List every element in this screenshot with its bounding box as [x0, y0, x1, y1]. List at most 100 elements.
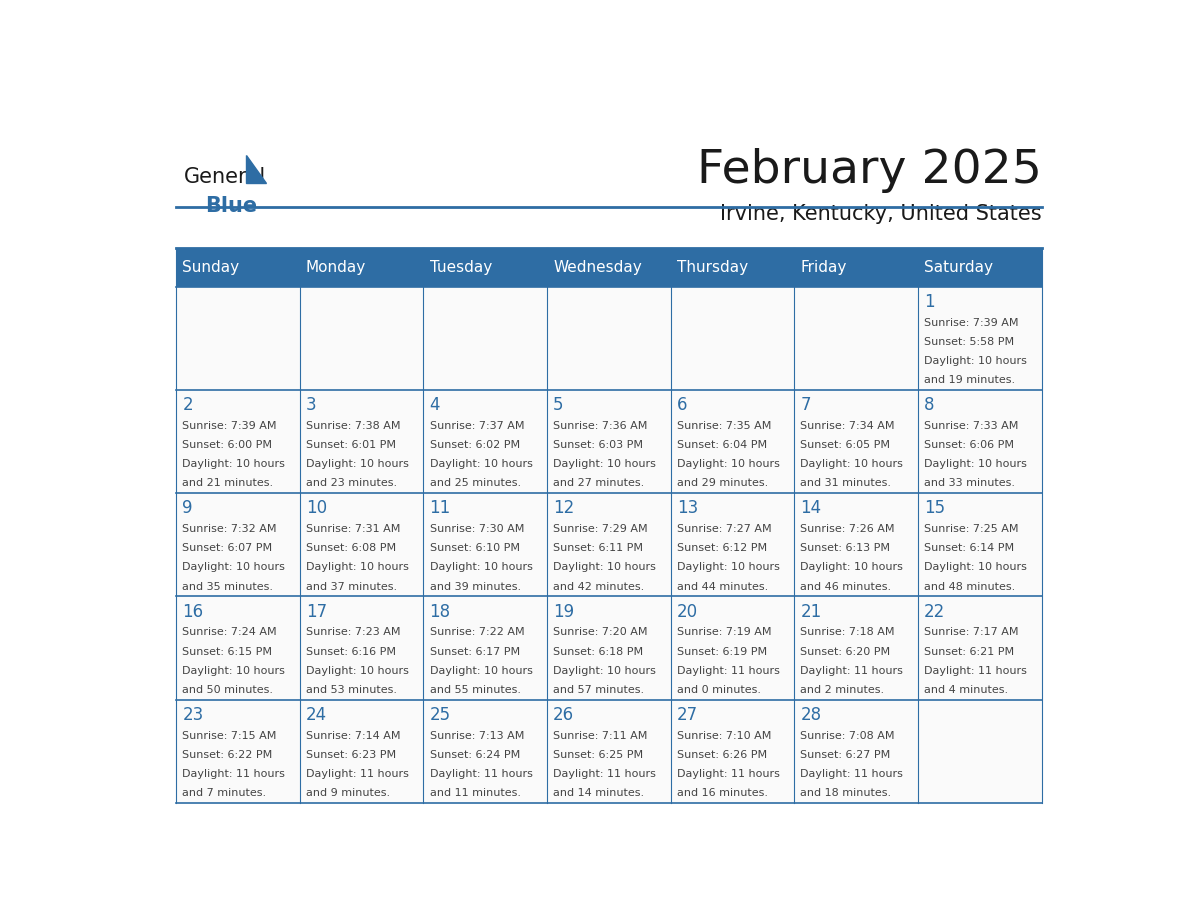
- Text: Daylight: 11 hours: Daylight: 11 hours: [554, 769, 656, 778]
- Text: Daylight: 11 hours: Daylight: 11 hours: [677, 769, 779, 778]
- Text: 24: 24: [307, 706, 327, 724]
- FancyBboxPatch shape: [423, 493, 546, 597]
- Text: Daylight: 10 hours: Daylight: 10 hours: [554, 666, 656, 676]
- FancyBboxPatch shape: [423, 390, 546, 493]
- Text: Blue: Blue: [206, 196, 258, 216]
- Text: Sunrise: 7:38 AM: Sunrise: 7:38 AM: [307, 421, 400, 431]
- Text: 21: 21: [801, 603, 822, 621]
- Text: Sunrise: 7:37 AM: Sunrise: 7:37 AM: [430, 421, 524, 431]
- Text: Daylight: 11 hours: Daylight: 11 hours: [924, 666, 1026, 676]
- Text: Sunset: 6:01 PM: Sunset: 6:01 PM: [307, 440, 396, 450]
- FancyBboxPatch shape: [918, 700, 1042, 803]
- Text: Wednesday: Wednesday: [554, 260, 642, 274]
- Text: Daylight: 10 hours: Daylight: 10 hours: [801, 459, 903, 469]
- Text: Sunset: 6:21 PM: Sunset: 6:21 PM: [924, 646, 1015, 656]
- Text: 25: 25: [430, 706, 450, 724]
- Text: Sunset: 5:58 PM: Sunset: 5:58 PM: [924, 337, 1015, 347]
- Text: and 14 minutes.: and 14 minutes.: [554, 788, 644, 798]
- Text: Sunset: 6:03 PM: Sunset: 6:03 PM: [554, 440, 643, 450]
- Text: Sunrise: 7:27 AM: Sunrise: 7:27 AM: [677, 524, 771, 534]
- Text: Sunset: 6:16 PM: Sunset: 6:16 PM: [307, 646, 396, 656]
- Text: 10: 10: [307, 499, 327, 518]
- FancyBboxPatch shape: [671, 493, 795, 597]
- Text: Sunset: 6:04 PM: Sunset: 6:04 PM: [677, 440, 767, 450]
- Text: Daylight: 10 hours: Daylight: 10 hours: [430, 459, 532, 469]
- Text: and 42 minutes.: and 42 minutes.: [554, 581, 644, 591]
- Text: Sunrise: 7:32 AM: Sunrise: 7:32 AM: [182, 524, 277, 534]
- Text: and 39 minutes.: and 39 minutes.: [430, 581, 520, 591]
- Text: 11: 11: [430, 499, 450, 518]
- Text: Sunset: 6:12 PM: Sunset: 6:12 PM: [677, 543, 767, 554]
- Text: Daylight: 10 hours: Daylight: 10 hours: [677, 563, 779, 573]
- Text: and 9 minutes.: and 9 minutes.: [307, 788, 390, 798]
- Text: Sunrise: 7:23 AM: Sunrise: 7:23 AM: [307, 627, 400, 637]
- FancyBboxPatch shape: [795, 493, 918, 597]
- Text: 20: 20: [677, 603, 699, 621]
- Text: Daylight: 10 hours: Daylight: 10 hours: [182, 563, 285, 573]
- FancyBboxPatch shape: [299, 493, 423, 597]
- Text: Sunset: 6:10 PM: Sunset: 6:10 PM: [430, 543, 519, 554]
- Text: 9: 9: [182, 499, 192, 518]
- Text: Daylight: 11 hours: Daylight: 11 hours: [801, 769, 903, 778]
- Text: Sunset: 6:11 PM: Sunset: 6:11 PM: [554, 543, 643, 554]
- Text: Daylight: 11 hours: Daylight: 11 hours: [677, 666, 779, 676]
- Text: Sunset: 6:22 PM: Sunset: 6:22 PM: [182, 750, 272, 760]
- Text: 14: 14: [801, 499, 822, 518]
- Text: Sunrise: 7:14 AM: Sunrise: 7:14 AM: [307, 731, 400, 741]
- Text: Sunrise: 7:35 AM: Sunrise: 7:35 AM: [677, 421, 771, 431]
- Text: 13: 13: [677, 499, 699, 518]
- Text: Sunset: 6:20 PM: Sunset: 6:20 PM: [801, 646, 891, 656]
- Text: Sunrise: 7:39 AM: Sunrise: 7:39 AM: [182, 421, 277, 431]
- Text: Sunrise: 7:20 AM: Sunrise: 7:20 AM: [554, 627, 647, 637]
- FancyBboxPatch shape: [299, 700, 423, 803]
- Text: and 23 minutes.: and 23 minutes.: [307, 478, 397, 488]
- FancyBboxPatch shape: [795, 286, 918, 390]
- Text: and 37 minutes.: and 37 minutes.: [307, 581, 397, 591]
- Text: Daylight: 10 hours: Daylight: 10 hours: [182, 666, 285, 676]
- Text: 1: 1: [924, 293, 935, 311]
- FancyBboxPatch shape: [546, 597, 671, 700]
- Text: Daylight: 10 hours: Daylight: 10 hours: [182, 459, 285, 469]
- Text: and 27 minutes.: and 27 minutes.: [554, 478, 644, 488]
- Text: Daylight: 10 hours: Daylight: 10 hours: [430, 563, 532, 573]
- Text: and 48 minutes.: and 48 minutes.: [924, 581, 1016, 591]
- Text: 15: 15: [924, 499, 946, 518]
- Text: and 4 minutes.: and 4 minutes.: [924, 685, 1009, 695]
- Text: Daylight: 10 hours: Daylight: 10 hours: [924, 459, 1026, 469]
- Text: Monday: Monday: [307, 260, 366, 274]
- FancyBboxPatch shape: [176, 597, 299, 700]
- Text: and 2 minutes.: and 2 minutes.: [801, 685, 885, 695]
- Text: Sunrise: 7:24 AM: Sunrise: 7:24 AM: [182, 627, 277, 637]
- Text: 22: 22: [924, 603, 946, 621]
- Text: 19: 19: [554, 603, 574, 621]
- Text: Sunset: 6:08 PM: Sunset: 6:08 PM: [307, 543, 396, 554]
- FancyBboxPatch shape: [671, 597, 795, 700]
- Text: Sunset: 6:17 PM: Sunset: 6:17 PM: [430, 646, 519, 656]
- Text: Daylight: 11 hours: Daylight: 11 hours: [182, 769, 285, 778]
- FancyBboxPatch shape: [176, 248, 1042, 286]
- Text: Daylight: 10 hours: Daylight: 10 hours: [554, 563, 656, 573]
- FancyBboxPatch shape: [299, 286, 423, 390]
- Text: and 31 minutes.: and 31 minutes.: [801, 478, 891, 488]
- Text: Sunrise: 7:22 AM: Sunrise: 7:22 AM: [430, 627, 524, 637]
- Text: 27: 27: [677, 706, 699, 724]
- FancyBboxPatch shape: [176, 286, 299, 390]
- Text: Thursday: Thursday: [677, 260, 748, 274]
- Text: Saturday: Saturday: [924, 260, 993, 274]
- FancyBboxPatch shape: [795, 700, 918, 803]
- Text: Daylight: 10 hours: Daylight: 10 hours: [307, 666, 409, 676]
- FancyBboxPatch shape: [423, 700, 546, 803]
- Text: Sunset: 6:13 PM: Sunset: 6:13 PM: [801, 543, 891, 554]
- FancyBboxPatch shape: [671, 286, 795, 390]
- Text: Sunset: 6:07 PM: Sunset: 6:07 PM: [182, 543, 272, 554]
- FancyBboxPatch shape: [176, 493, 299, 597]
- FancyBboxPatch shape: [546, 390, 671, 493]
- Text: and 19 minutes.: and 19 minutes.: [924, 375, 1016, 386]
- Text: Sunday: Sunday: [182, 260, 240, 274]
- Text: Daylight: 10 hours: Daylight: 10 hours: [307, 459, 409, 469]
- Text: Sunrise: 7:08 AM: Sunrise: 7:08 AM: [801, 731, 895, 741]
- Text: Sunrise: 7:25 AM: Sunrise: 7:25 AM: [924, 524, 1018, 534]
- Text: and 55 minutes.: and 55 minutes.: [430, 685, 520, 695]
- Text: Sunrise: 7:36 AM: Sunrise: 7:36 AM: [554, 421, 647, 431]
- Text: 18: 18: [430, 603, 450, 621]
